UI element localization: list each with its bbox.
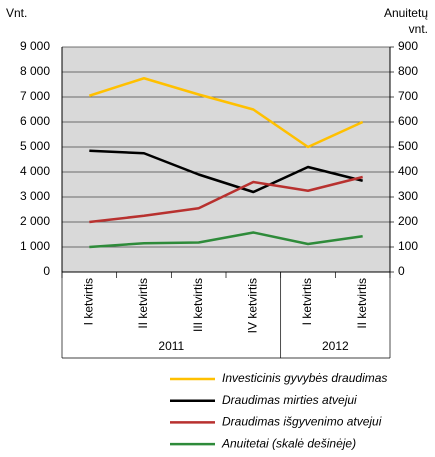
group-label: 2012 bbox=[322, 339, 349, 353]
legend-label: Anuitetai (skalė dešinėje) bbox=[221, 436, 356, 450]
y-tick-label: 6 000 bbox=[20, 114, 50, 128]
y-tick-label: 5 000 bbox=[20, 139, 50, 153]
y2-tick-label: 400 bbox=[398, 164, 418, 178]
y-tick-label: 2 000 bbox=[20, 214, 50, 228]
y2-tick-label: 100 bbox=[398, 239, 418, 253]
y-tick-label: 8 000 bbox=[20, 64, 50, 78]
y2-tick-label: 900 bbox=[398, 39, 418, 53]
plot-area bbox=[62, 47, 390, 272]
series-line bbox=[89, 175, 363, 224]
y-tick-label: 4 000 bbox=[20, 164, 50, 178]
x-tick-label: I ketvirtis bbox=[300, 278, 314, 325]
x-tick-label: II ketvirtis bbox=[136, 278, 150, 329]
y2-tick-label: 600 bbox=[398, 114, 418, 128]
x-tick-label: I ketvirtis bbox=[82, 278, 96, 325]
series-line bbox=[89, 231, 363, 249]
y2-axis-title: Anuitetų bbox=[384, 6, 428, 20]
y2-tick-label: 500 bbox=[398, 139, 418, 153]
y2-axis-title: vnt. bbox=[409, 22, 428, 36]
x-tick-label: IV ketvirtis bbox=[246, 278, 260, 333]
group-label: 2011 bbox=[158, 339, 184, 353]
legend-label: Draudimas mirties atvejui bbox=[222, 393, 357, 407]
x-tick-label: III ketvirtis bbox=[191, 278, 205, 332]
y-tick-label: 1 000 bbox=[20, 239, 50, 253]
y2-tick-label: 0 bbox=[398, 264, 405, 278]
series-line bbox=[88, 77, 364, 149]
legend-label: Investicinis gyvybės draudimas bbox=[222, 371, 387, 385]
y-tick-label: 0 bbox=[43, 264, 50, 278]
series-line bbox=[89, 149, 363, 194]
y-axis-title: Vnt. bbox=[6, 6, 27, 20]
y2-tick-label: 700 bbox=[398, 89, 418, 103]
legend-label: Draudimas išgyvenimo atvejui bbox=[222, 415, 382, 429]
y2-tick-label: 300 bbox=[398, 189, 418, 203]
y2-tick-label: 800 bbox=[398, 64, 418, 78]
x-tick-label: II ketvirtis bbox=[355, 278, 369, 329]
y-tick-label: 3 000 bbox=[20, 189, 50, 203]
y2-tick-label: 200 bbox=[398, 214, 418, 228]
y-tick-label: 9 000 bbox=[20, 39, 50, 53]
y-tick-label: 7 000 bbox=[20, 89, 50, 103]
